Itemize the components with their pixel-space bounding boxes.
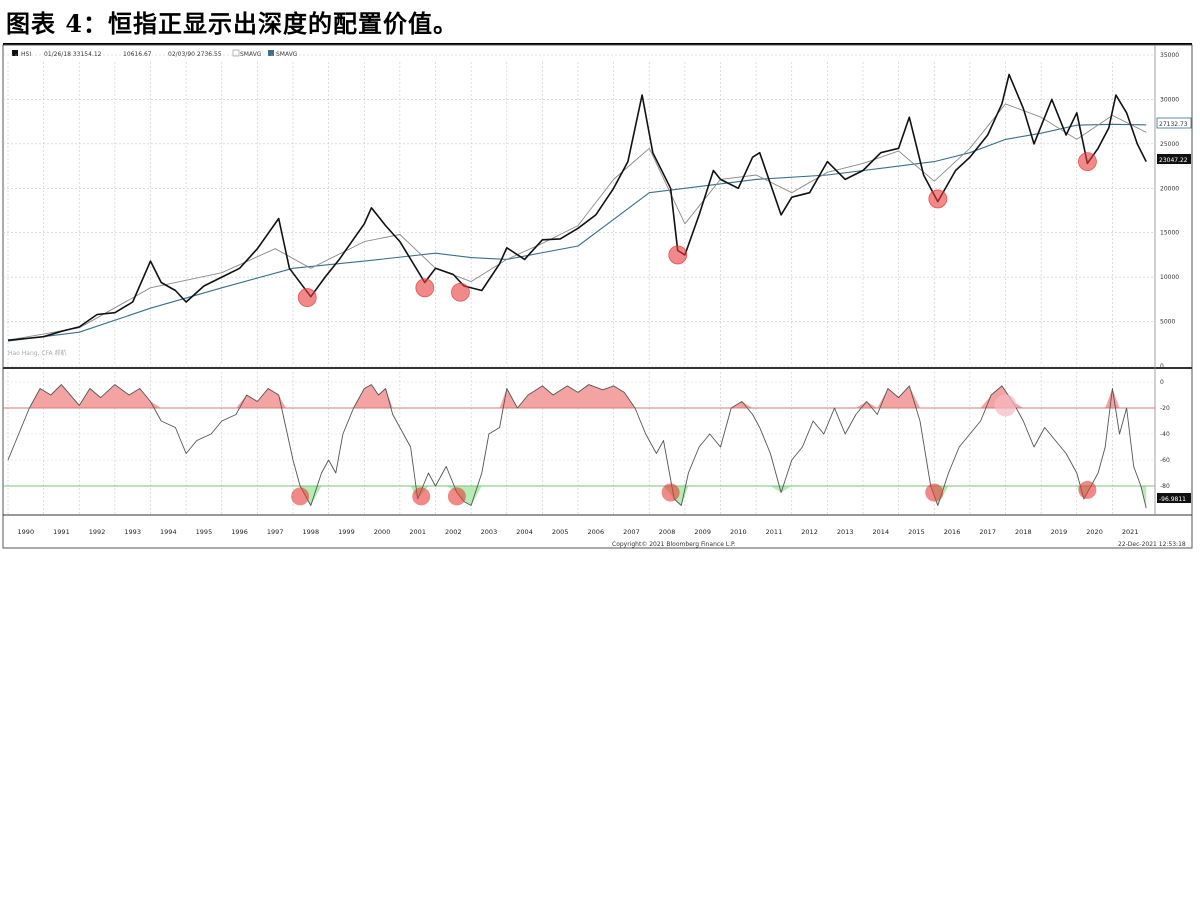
oscillator-signal-marker (925, 483, 944, 502)
year-tick-label: 1998 (303, 528, 320, 536)
year-tick-label: 2000 (374, 528, 391, 536)
price-axis-ticks: 0 5000 10000 15000 20000 25000 30000 35000 (1160, 52, 1179, 370)
low-info-2: 02/03/90 2736.55 (168, 51, 222, 58)
oscillator-tick-label: -60 (1160, 457, 1170, 464)
year-tick-label: 2007 (623, 528, 640, 536)
year-tick-label: 2012 (801, 528, 818, 536)
year-tick-label: 1990 (18, 528, 35, 536)
year-tick-label: 2013 (837, 528, 854, 536)
oscillator-signal-marker (994, 394, 1017, 417)
oscillator-signal-marker (291, 487, 310, 506)
price-tick-label: 5000 (1160, 319, 1175, 326)
copyright: Copyright© 2021 Bloomberg Finance L.P. (612, 541, 736, 548)
price-trough-marker (668, 245, 688, 265)
year-tick-label: 2010 (730, 528, 747, 536)
oscillator-tick-label: -20 (1160, 405, 1170, 412)
series-lines (7, 73, 1147, 509)
year-tick-label: 2006 (588, 528, 605, 536)
hsi-price-line (7, 73, 1147, 341)
price-tick-label: 0 (1160, 363, 1164, 370)
oscillator-tick-label: -80 (1160, 483, 1170, 490)
price-tick-label: 20000 (1160, 185, 1179, 192)
oscillator-fills (8, 384, 1147, 509)
year-tick-label: 1993 (124, 528, 141, 536)
year-tick-label: 1992 (89, 528, 106, 536)
year-tick-label: 2014 (873, 528, 890, 536)
year-tick-label: 2015 (908, 528, 925, 536)
year-tick-label: 2019 (1051, 528, 1068, 536)
low-info-1: 10616.67 (123, 51, 152, 58)
year-tick-label: 2016 (944, 528, 961, 536)
oscillator-signal-marker (1078, 480, 1097, 499)
timestamp: 22-Dec-2021 12:53:18 (1118, 541, 1186, 548)
year-tick-label: 2018 (1015, 528, 1032, 536)
osc-last-label: -96.9811 (1159, 496, 1186, 503)
year-tick-label: 1997 (267, 528, 284, 536)
year-tick-label: 1994 (160, 528, 177, 536)
long-ma-line (7, 123, 1147, 342)
year-tick-label: 2008 (659, 528, 676, 536)
oscillator-axis-ticks: 0 -20 -40 -60 -80 (1160, 379, 1170, 490)
price-trough-marker (415, 278, 435, 298)
price-tick-label: 10000 (1160, 274, 1179, 281)
price-tick-label: 35000 (1160, 52, 1179, 59)
year-tick-label: 2017 (979, 528, 996, 536)
year-axis-ticks: 1990 1991 1992 1993 1994 1995 1996 1997 1998 1999… (18, 528, 1139, 536)
oscillator-levels (3, 407, 1155, 487)
ma-price-label: 27132.73 (1159, 121, 1188, 128)
year-tick-label: 1999 (338, 528, 355, 536)
oscillator-line (7, 384, 1147, 509)
year-tick-label: 2002 (445, 528, 462, 536)
price-tick-label: 30000 (1160, 96, 1179, 103)
chart-frame (2, 44, 1193, 549)
hsi-tag: HSI (21, 51, 31, 58)
ma-b-tag: SMAVG (276, 51, 298, 58)
year-tick-label: 2011 (766, 528, 783, 536)
price-tick-label: 25000 (1160, 141, 1179, 148)
year-tick-label: 1991 (53, 528, 70, 536)
ma-a-swatch (232, 49, 240, 57)
price-trough-marker (451, 282, 470, 302)
oscillator-signal-marker (447, 487, 466, 506)
price-trough-marker (297, 288, 317, 307)
year-tick-label: 2005 (552, 528, 569, 536)
price-trough-marker (928, 189, 948, 209)
year-tick-label: 2001 (409, 528, 426, 536)
oscillator-signal-marker (412, 487, 431, 506)
oscillator-tick-label: 0 (1160, 379, 1164, 386)
year-tick-label: 2009 (694, 528, 711, 536)
oscillator-tick-label: -40 (1160, 431, 1170, 438)
watermark: Hao Hang, CFA 郝航 (8, 349, 66, 357)
ma-a-tag: SMAVG (240, 51, 262, 58)
bloomberg-chart: HSI 01/26/18 33154.12 10616.67 02/03/90 … (2, 43, 1193, 549)
price-tick-label: 15000 (1160, 230, 1179, 237)
legend-bar: HSI 01/26/18 33154.12 10616.67 02/03/90 … (12, 49, 298, 58)
year-tick-label: 1995 (196, 528, 213, 536)
price-trough-marker (1078, 152, 1097, 172)
short-ma-line (7, 103, 1147, 341)
oscillator-signal-marker (661, 483, 680, 502)
hsi-swatch (12, 50, 18, 56)
overbought-fill (8, 384, 1147, 408)
year-tick-label: 1996 (231, 528, 248, 536)
year-tick-label: 2021 (1122, 528, 1139, 536)
osc-last-box (1157, 493, 1191, 503)
year-tick-label: 2003 (481, 528, 498, 536)
last-price-label: 23047.22 (1159, 157, 1188, 164)
ma-price-box (1156, 117, 1192, 129)
figure-title: 图表 4：恒指正显示出深度的配置价值。 (6, 9, 459, 38)
event-markers (291, 152, 1097, 506)
year-tick-label: 2004 (516, 528, 533, 536)
last-price-box (1157, 154, 1191, 164)
ma-b-swatch (268, 50, 274, 56)
high-info: 01/26/18 33154.12 (44, 51, 102, 58)
year-tick-label: 2020 (1086, 528, 1103, 536)
